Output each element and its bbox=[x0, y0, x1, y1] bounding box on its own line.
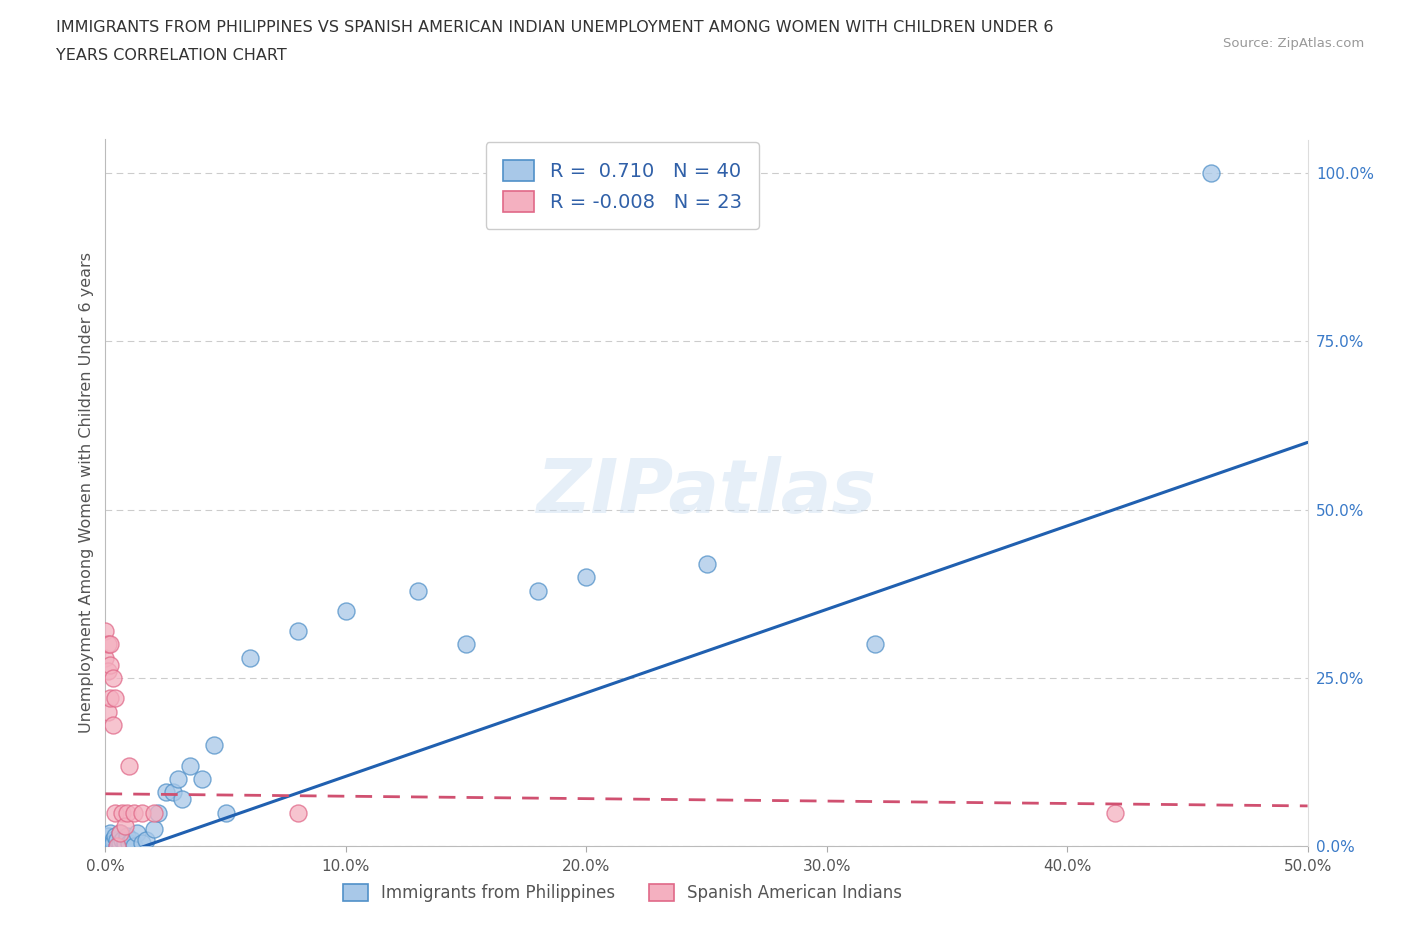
Point bbox=[696, 556, 718, 571]
Point bbox=[239, 650, 262, 665]
Point bbox=[202, 737, 225, 752]
Point bbox=[97, 637, 120, 652]
Legend: Immigrants from Philippines, Spanish American Indians: Immigrants from Philippines, Spanish Ame… bbox=[336, 877, 908, 909]
Point bbox=[190, 772, 212, 787]
Point bbox=[1104, 805, 1126, 820]
Point bbox=[107, 839, 129, 854]
Text: Source: ZipAtlas.com: Source: ZipAtlas.com bbox=[1223, 37, 1364, 50]
Point bbox=[142, 822, 165, 837]
Point bbox=[97, 829, 120, 844]
Point bbox=[111, 805, 134, 820]
Text: IMMIGRANTS FROM PHILIPPINES VS SPANISH AMERICAN INDIAN UNEMPLOYMENT AMONG WOMEN : IMMIGRANTS FROM PHILIPPINES VS SPANISH A… bbox=[56, 20, 1053, 35]
Point bbox=[94, 650, 117, 665]
Point bbox=[118, 835, 141, 850]
Point bbox=[155, 785, 177, 800]
Point bbox=[335, 604, 357, 618]
Point bbox=[104, 829, 127, 844]
Point bbox=[114, 818, 136, 833]
Point bbox=[98, 658, 121, 672]
Text: ZIPatlas: ZIPatlas bbox=[537, 457, 876, 529]
Point bbox=[107, 832, 129, 847]
Point bbox=[98, 691, 121, 706]
Point bbox=[124, 805, 146, 820]
Point bbox=[115, 829, 138, 844]
Point bbox=[104, 691, 127, 706]
Point bbox=[287, 805, 309, 820]
Point bbox=[97, 664, 120, 679]
Point bbox=[287, 623, 309, 638]
Point bbox=[101, 718, 124, 733]
Point bbox=[172, 791, 194, 806]
Point bbox=[111, 832, 134, 847]
Point bbox=[1201, 166, 1223, 180]
Point bbox=[98, 839, 121, 854]
Point bbox=[125, 826, 148, 841]
Point bbox=[575, 569, 598, 584]
Point bbox=[142, 805, 165, 820]
Point bbox=[118, 758, 141, 773]
Point bbox=[527, 583, 550, 598]
Point bbox=[107, 839, 129, 854]
Point bbox=[124, 839, 146, 854]
Point bbox=[104, 805, 127, 820]
Point bbox=[108, 826, 131, 841]
Point bbox=[162, 785, 184, 800]
Point bbox=[148, 805, 170, 820]
Point bbox=[166, 772, 188, 787]
Point bbox=[406, 583, 429, 598]
Point bbox=[98, 826, 121, 841]
Point bbox=[131, 805, 153, 820]
Point bbox=[114, 835, 136, 850]
Y-axis label: Unemployment Among Women with Children Under 6 years: Unemployment Among Women with Children U… bbox=[79, 252, 94, 734]
Point bbox=[135, 832, 157, 847]
Point bbox=[94, 623, 117, 638]
Point bbox=[101, 835, 124, 850]
Point bbox=[863, 637, 886, 652]
Point bbox=[97, 835, 120, 850]
Point bbox=[101, 671, 124, 685]
Point bbox=[108, 826, 131, 841]
Point bbox=[131, 835, 153, 850]
Point bbox=[214, 805, 236, 820]
Point bbox=[179, 758, 201, 773]
Point bbox=[454, 637, 477, 652]
Point bbox=[115, 805, 138, 820]
Point bbox=[97, 704, 120, 719]
Point bbox=[101, 832, 124, 847]
Point bbox=[98, 637, 121, 652]
Point bbox=[121, 832, 143, 847]
Text: YEARS CORRELATION CHART: YEARS CORRELATION CHART bbox=[56, 48, 287, 63]
Point bbox=[108, 835, 131, 850]
